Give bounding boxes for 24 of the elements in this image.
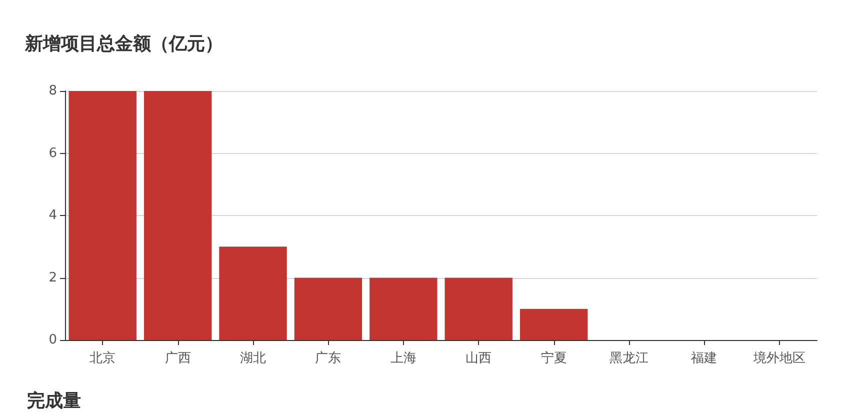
text: 完成量 xyxy=(27,390,81,412)
x-tick-label: 上海 xyxy=(390,351,416,366)
bar xyxy=(444,278,512,340)
x-tick-label: 宁夏 xyxy=(540,350,567,366)
x-tick-label: 境外地区 xyxy=(752,350,806,366)
x-tick-label: 广西 xyxy=(164,351,191,366)
bar xyxy=(294,278,362,340)
x-tick-label: 山西 xyxy=(466,351,492,366)
bar xyxy=(520,308,588,340)
x-tick-label: 福建 xyxy=(691,351,718,366)
bar xyxy=(144,91,212,340)
y-tick-label: 6 xyxy=(48,146,57,161)
bar xyxy=(370,278,438,340)
y-tick-label: 4 xyxy=(48,208,57,223)
y-tick-label: 0 xyxy=(48,332,57,348)
y-tick-label: 2 xyxy=(48,270,57,286)
bar xyxy=(68,91,136,340)
x-tick-label: 湖北 xyxy=(240,351,266,366)
x-tick-label: 黑龙江 xyxy=(610,351,648,366)
x-tick-label: 广东 xyxy=(315,351,342,366)
y-tick-label: 8 xyxy=(48,84,57,98)
bar xyxy=(219,246,287,340)
x-tick-label: 北京 xyxy=(90,351,116,366)
chart-title: 新增项目总金额（亿元） xyxy=(24,34,223,54)
